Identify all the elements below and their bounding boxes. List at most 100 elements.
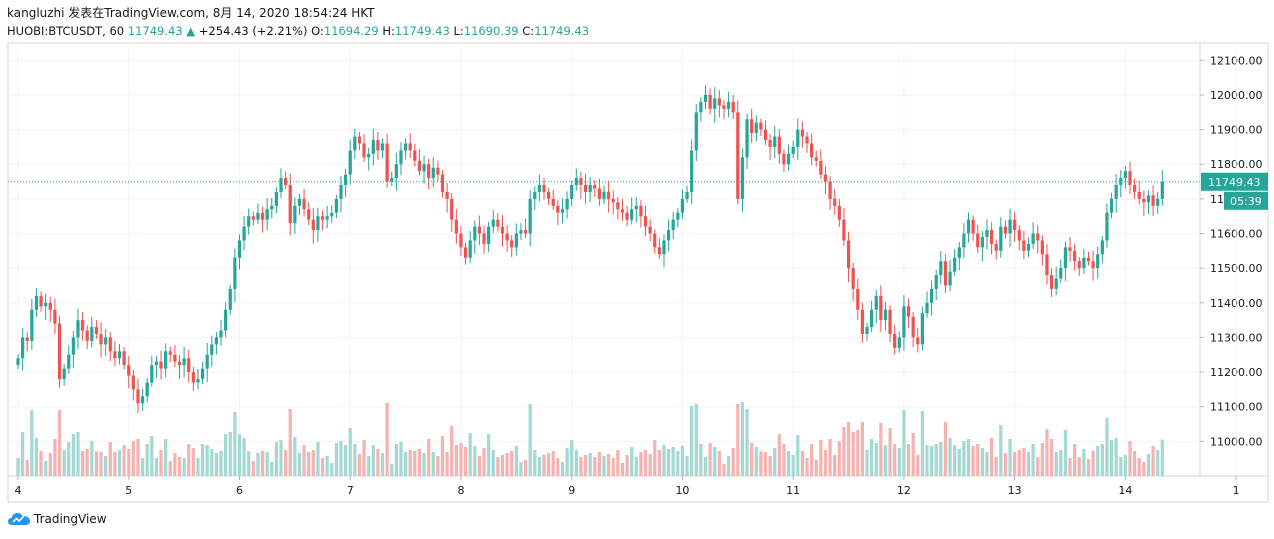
high-value: 11749.43 xyxy=(394,24,450,38)
volume-bar xyxy=(403,452,408,476)
volume-bar xyxy=(376,449,380,476)
volume-bar xyxy=(1123,455,1128,476)
candle-body xyxy=(939,261,943,276)
volume-bar xyxy=(53,439,57,476)
volume-bar xyxy=(966,439,971,476)
candle-body xyxy=(127,365,131,376)
volume-bar xyxy=(122,445,126,476)
candle-body xyxy=(30,309,34,341)
volume-bar xyxy=(256,453,260,476)
volume-bar xyxy=(574,450,578,476)
candle-body xyxy=(330,212,334,217)
candle-body xyxy=(1086,257,1091,262)
volume-bar xyxy=(1073,444,1077,476)
volume-bar xyxy=(796,435,800,476)
volume-bar xyxy=(450,426,454,476)
volume-bar xyxy=(630,447,634,476)
volume-bar xyxy=(777,434,781,476)
candle-body xyxy=(547,191,551,199)
candlestick-chart[interactable]: 12100.0012000.0011900.0011800.0011700.00… xyxy=(0,0,1274,505)
volume-bar xyxy=(284,450,288,476)
candle-body xyxy=(1040,240,1044,255)
volume-bar xyxy=(408,450,412,476)
volume-bar xyxy=(1022,448,1026,476)
volume-bar xyxy=(680,446,685,476)
candle-body xyxy=(519,230,523,234)
volume-bar xyxy=(883,445,888,476)
candle-body xyxy=(1013,219,1017,231)
candle-body xyxy=(177,361,182,366)
candle-body xyxy=(371,139,375,154)
volume-bar xyxy=(417,449,422,476)
volume-bar xyxy=(1151,446,1155,476)
candle-body xyxy=(413,150,417,161)
candle-body xyxy=(828,181,832,199)
volume-bar xyxy=(307,452,311,476)
candle-body xyxy=(625,212,629,220)
candle-body xyxy=(196,379,200,383)
volume-bar xyxy=(810,444,814,476)
volume-bar xyxy=(611,458,615,476)
candle-body xyxy=(39,295,43,307)
volume-bar xyxy=(477,456,482,476)
volume-bar xyxy=(1008,439,1012,476)
volume-bar xyxy=(523,460,528,476)
candle-body xyxy=(76,320,80,338)
candle-body xyxy=(611,198,615,203)
volume-bar xyxy=(805,458,809,476)
candle-body xyxy=(34,295,39,310)
candle-body xyxy=(846,240,851,269)
candle-body xyxy=(685,191,689,199)
plot-area xyxy=(7,42,1201,477)
volume-bar xyxy=(1063,430,1068,476)
candle-body xyxy=(302,198,306,210)
time-axis xyxy=(7,475,1269,503)
candle-body xyxy=(796,129,800,147)
volume-bar xyxy=(510,451,514,476)
volume-bar xyxy=(671,447,675,476)
volume-bar xyxy=(690,406,694,476)
volume-bar xyxy=(708,443,712,476)
volume-bar xyxy=(108,442,112,476)
candle-body xyxy=(159,361,163,369)
countdown-label: 05:39 xyxy=(1230,195,1262,208)
candle-body xyxy=(620,209,625,213)
candle-body xyxy=(542,185,546,192)
candle-body xyxy=(85,330,89,341)
candle-body xyxy=(786,153,791,165)
volume-bar xyxy=(251,461,255,476)
candle-body xyxy=(390,178,394,182)
volume-bar xyxy=(957,449,961,476)
candle-body xyxy=(1096,254,1100,269)
volume-bar xyxy=(620,463,625,476)
candle-body xyxy=(487,226,491,244)
volume-bar xyxy=(288,409,292,476)
volume-bar xyxy=(339,441,343,476)
candle-body xyxy=(1137,191,1141,199)
volume-bar xyxy=(533,450,537,476)
candle-body xyxy=(1123,171,1128,179)
volume-bar xyxy=(1059,450,1063,476)
volume-bar xyxy=(606,454,611,476)
volume-bar xyxy=(67,442,71,476)
candle-body xyxy=(1026,243,1031,251)
volume-bar xyxy=(311,450,315,476)
candle-body xyxy=(976,233,980,248)
candle-body xyxy=(533,191,537,199)
candle-body xyxy=(150,365,154,383)
candle-body xyxy=(57,323,62,380)
last-price: 11749.43 xyxy=(127,24,183,38)
candle-body xyxy=(297,198,302,206)
volume-bar xyxy=(999,425,1003,476)
volume-bar xyxy=(893,444,897,476)
volume-bar xyxy=(653,440,657,476)
candle-body xyxy=(740,157,745,199)
candle-body xyxy=(565,198,569,210)
candle-body xyxy=(1156,198,1160,206)
volume-bar xyxy=(440,436,445,476)
candle-body xyxy=(173,354,177,362)
candle-body xyxy=(80,320,85,331)
candle-body xyxy=(187,358,191,373)
volume-bar xyxy=(237,434,242,476)
candle-body xyxy=(334,198,338,213)
